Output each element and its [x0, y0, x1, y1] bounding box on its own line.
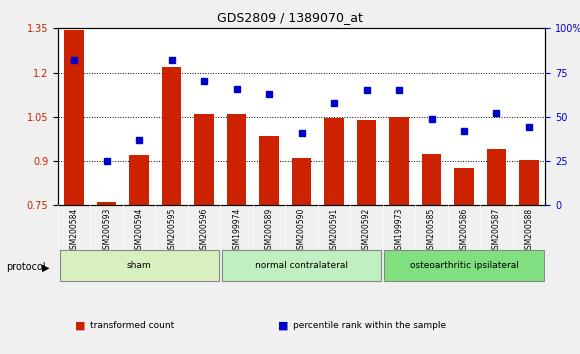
Text: sham: sham	[127, 261, 151, 270]
Text: GSM200594: GSM200594	[135, 207, 144, 254]
Text: osteoarthritic ipsilateral: osteoarthritic ipsilateral	[409, 261, 519, 270]
Text: protocol: protocol	[6, 262, 45, 272]
Bar	[129, 155, 149, 205]
Text: ■: ■	[75, 321, 86, 331]
Bar	[519, 160, 539, 205]
Text: GSM199974: GSM199974	[232, 207, 241, 254]
Text: GSM200593: GSM200593	[102, 207, 111, 254]
Text: GSM200591: GSM200591	[329, 207, 339, 254]
Text: GSM200595: GSM200595	[167, 207, 176, 254]
Text: ▶: ▶	[42, 262, 49, 272]
Bar	[227, 114, 246, 205]
Text: GSM200590: GSM200590	[297, 207, 306, 254]
Bar	[64, 30, 84, 205]
Text: GSM200592: GSM200592	[362, 207, 371, 254]
Text: GSM200596: GSM200596	[200, 207, 209, 254]
Bar	[97, 202, 117, 205]
Bar	[454, 169, 474, 205]
Text: GSM200584: GSM200584	[70, 207, 79, 254]
Text: GSM199973: GSM199973	[394, 207, 404, 254]
Bar	[324, 118, 344, 205]
Text: GSM200589: GSM200589	[264, 207, 274, 254]
FancyBboxPatch shape	[60, 250, 219, 281]
Bar	[259, 136, 279, 205]
Bar	[357, 120, 376, 205]
Bar	[194, 114, 214, 205]
Text: GSM200588: GSM200588	[524, 207, 534, 253]
Text: normal contralateral: normal contralateral	[255, 261, 348, 270]
Bar	[422, 154, 441, 205]
Text: GSM200585: GSM200585	[427, 207, 436, 254]
Text: GDS2809 / 1389070_at: GDS2809 / 1389070_at	[217, 11, 363, 24]
Bar	[292, 158, 311, 205]
Text: GSM200587: GSM200587	[492, 207, 501, 254]
FancyBboxPatch shape	[222, 250, 381, 281]
Text: GSM200586: GSM200586	[459, 207, 469, 254]
Text: ■: ■	[278, 321, 289, 331]
Bar	[162, 67, 182, 205]
Text: transformed count: transformed count	[90, 321, 174, 330]
Bar	[389, 117, 409, 205]
Bar	[487, 149, 506, 205]
Text: percentile rank within the sample: percentile rank within the sample	[293, 321, 446, 330]
FancyBboxPatch shape	[385, 250, 543, 281]
